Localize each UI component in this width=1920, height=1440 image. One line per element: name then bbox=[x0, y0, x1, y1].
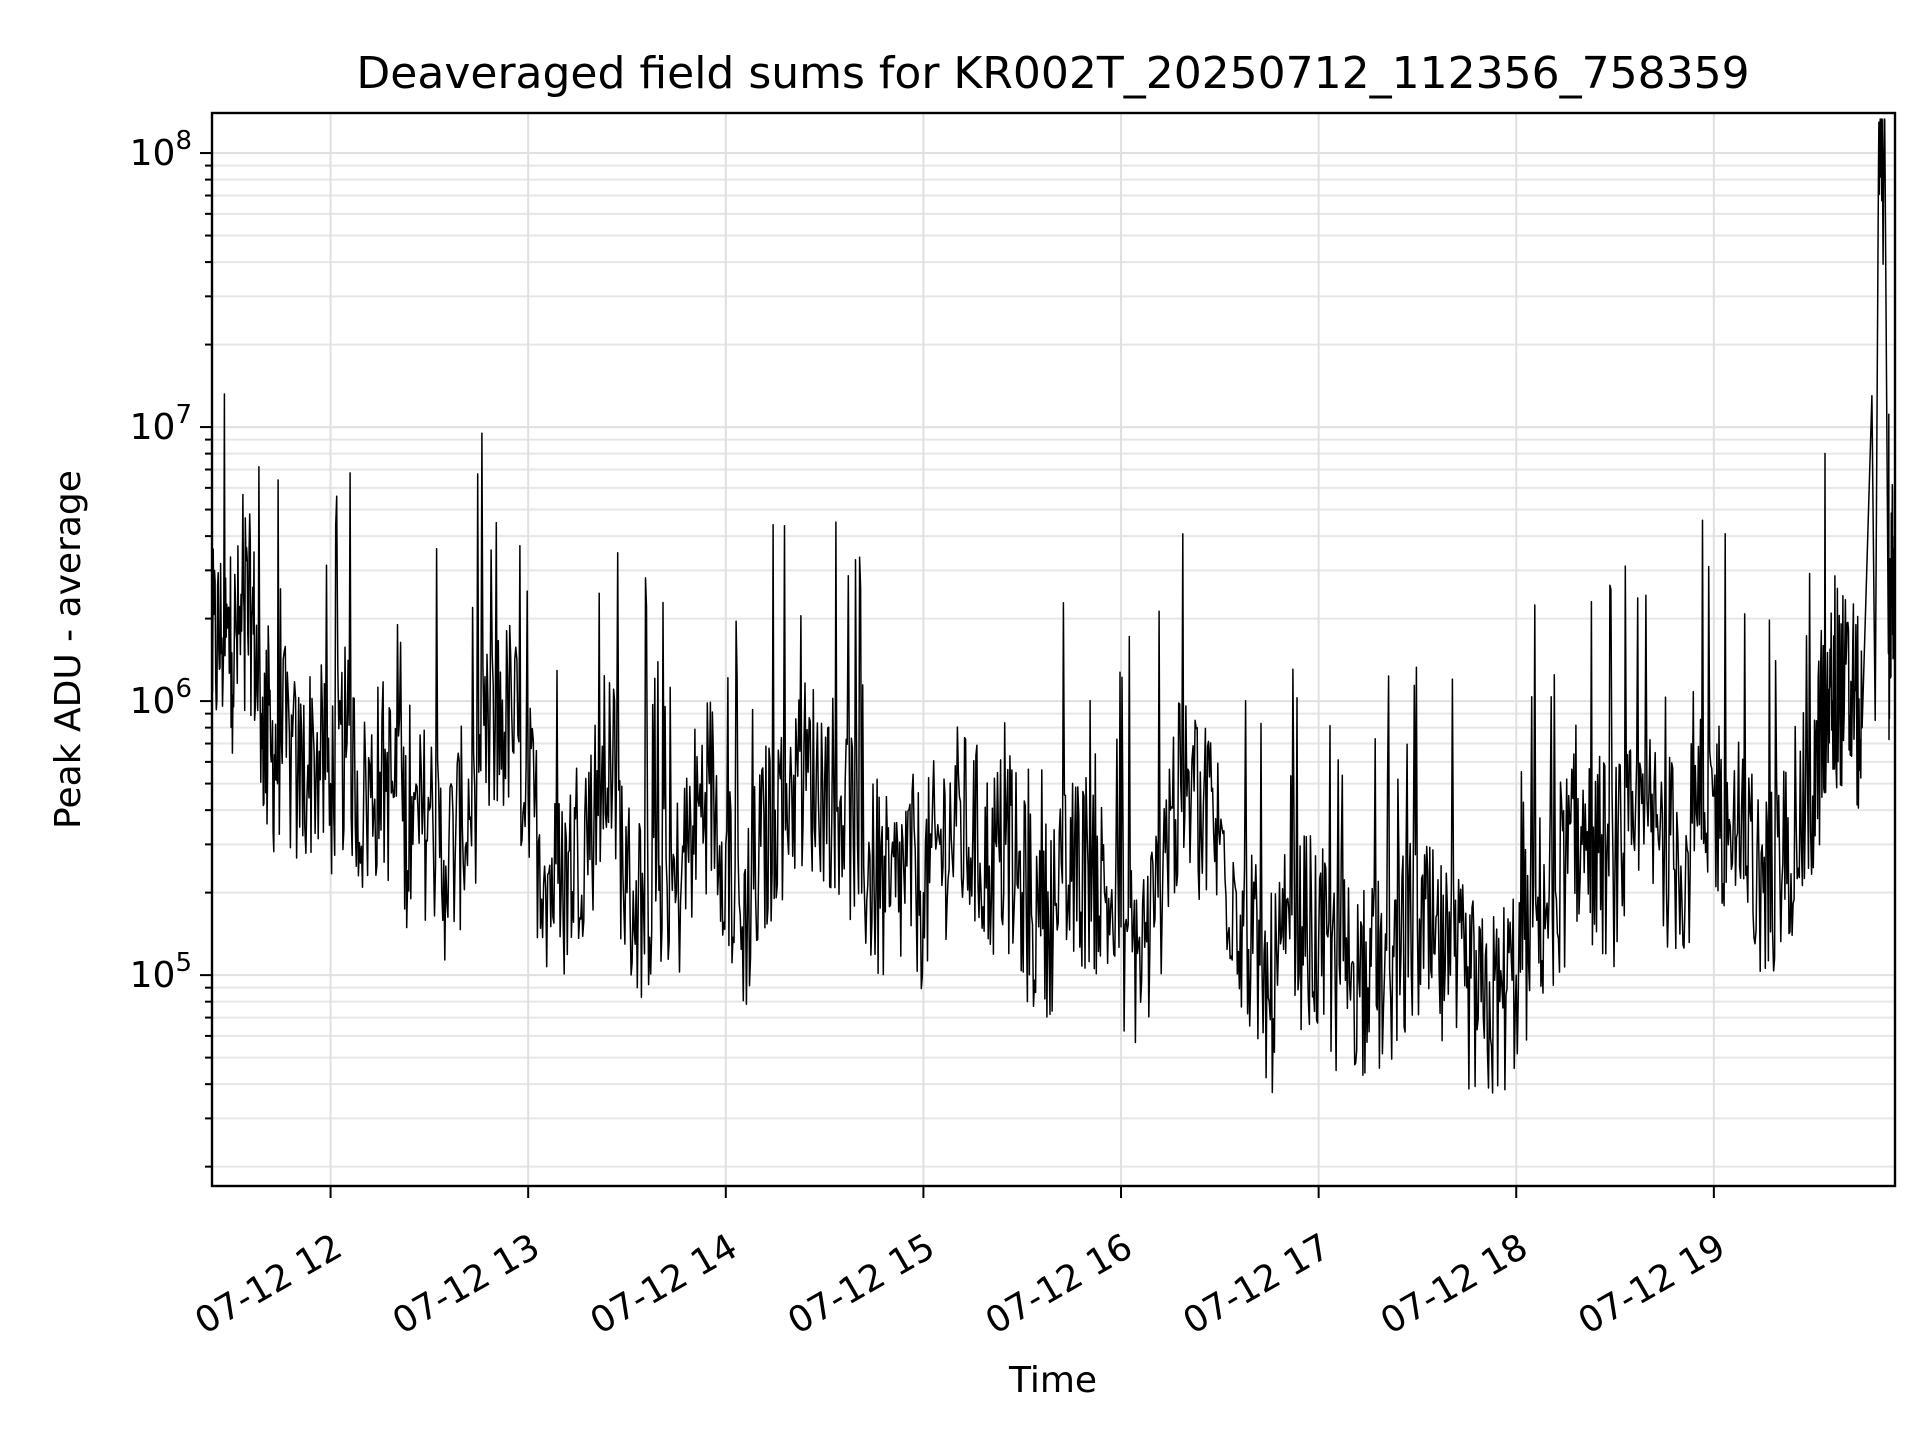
chart-title: Deaveraged field sums for KR002T_2025071… bbox=[356, 48, 1749, 99]
y-tick-label: 108 bbox=[130, 126, 192, 174]
y-tick-label: 106 bbox=[130, 674, 192, 722]
y-tick-label: 107 bbox=[130, 400, 192, 448]
x-axis-label: Time bbox=[1008, 1360, 1097, 1401]
grid bbox=[212, 113, 1895, 1186]
y-axis-label: Peak ADU - average bbox=[48, 470, 89, 829]
plot-frame bbox=[210, 111, 1897, 1188]
series-line bbox=[211, 118, 1896, 1094]
y-tick-label: 105 bbox=[130, 948, 192, 996]
